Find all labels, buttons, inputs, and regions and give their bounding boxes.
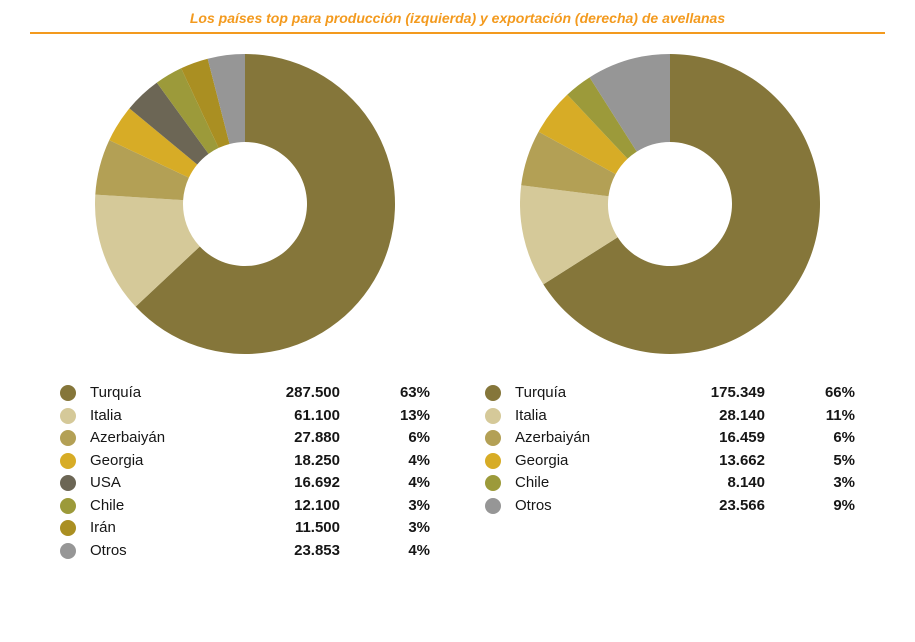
legend-value: 13.662 [645,450,765,473]
legend-row: Otros23.5669% [485,495,855,518]
legend-value: 11.500 [220,517,340,540]
legend-value: 23.853 [220,540,340,563]
legend-country: Georgia [90,450,220,473]
charts-row: Turquía287.50063%Italia61.10013%Azerbaiy… [30,54,885,562]
legend-swatch [60,385,76,401]
left-legend: Turquía287.50063%Italia61.10013%Azerbaiy… [50,382,440,562]
legend-percent: 4% [340,540,430,563]
legend-row: Azerbaiyán27.8806% [60,427,430,450]
legend-value: 23.566 [645,495,765,518]
legend-value: 18.250 [220,450,340,473]
legend-swatch [485,385,501,401]
legend-country: Chile [90,495,220,518]
legend-row: USA16.6924% [60,472,430,495]
legend-row: Chile12.1003% [60,495,430,518]
legend-row: Otros23.8534% [60,540,430,563]
legend-country: Otros [515,495,645,518]
title-rule [30,32,885,34]
legend-row: Azerbaiyán16.4596% [485,427,855,450]
left-donut-chart [95,54,395,354]
legend-value: 16.459 [645,427,765,450]
legend-row: Georgia18.2504% [60,450,430,473]
legend-country: Otros [90,540,220,563]
legend-country: Turquía [90,382,220,405]
legend-country: Chile [515,472,645,495]
legend-row: Irán11.5003% [60,517,430,540]
legend-percent: 6% [765,427,855,450]
legend-country: Italia [90,405,220,428]
legend-value: 28.140 [645,405,765,428]
legend-value: 61.100 [220,405,340,428]
legend-percent: 3% [340,495,430,518]
legend-swatch [60,498,76,514]
legend-swatch [60,453,76,469]
legend-swatch [60,543,76,559]
legend-swatch [485,498,501,514]
right-legend: Turquía175.34966%Italia28.14011%Azerbaiy… [475,382,865,517]
legend-swatch [485,453,501,469]
legend-country: Azerbaiyán [515,427,645,450]
legend-country: Georgia [515,450,645,473]
legend-percent: 66% [765,382,855,405]
legend-swatch [485,475,501,491]
legend-row: Italia28.14011% [485,405,855,428]
legend-value: 287.500 [220,382,340,405]
legend-percent: 3% [340,517,430,540]
legend-percent: 3% [765,472,855,495]
legend-value: 27.880 [220,427,340,450]
legend-value: 12.100 [220,495,340,518]
legend-row: Turquía287.50063% [60,382,430,405]
legend-row: Italia61.10013% [60,405,430,428]
legend-value: 16.692 [220,472,340,495]
legend-row: Georgia13.6625% [485,450,855,473]
legend-swatch [485,430,501,446]
legend-percent: 13% [340,405,430,428]
legend-row: Turquía175.34966% [485,382,855,405]
legend-swatch [60,475,76,491]
legend-row: Chile8.1403% [485,472,855,495]
legend-percent: 6% [340,427,430,450]
legend-percent: 11% [765,405,855,428]
legend-value: 175.349 [645,382,765,405]
legend-country: Irán [90,517,220,540]
legend-swatch [485,408,501,424]
legend-country: USA [90,472,220,495]
legend-swatch [60,408,76,424]
right-chart-column: Turquía175.34966%Italia28.14011%Azerbaiy… [475,54,865,562]
chart-title: Los países top para producción (izquierd… [30,10,885,32]
legend-percent: 4% [340,472,430,495]
legend-percent: 63% [340,382,430,405]
legend-country: Azerbaiyán [90,427,220,450]
legend-swatch [60,430,76,446]
legend-country: Turquía [515,382,645,405]
legend-percent: 9% [765,495,855,518]
left-chart-column: Turquía287.50063%Italia61.10013%Azerbaiy… [50,54,440,562]
legend-country: Italia [515,405,645,428]
legend-swatch [60,520,76,536]
legend-value: 8.140 [645,472,765,495]
legend-percent: 5% [765,450,855,473]
legend-percent: 4% [340,450,430,473]
right-donut-chart [520,54,820,354]
